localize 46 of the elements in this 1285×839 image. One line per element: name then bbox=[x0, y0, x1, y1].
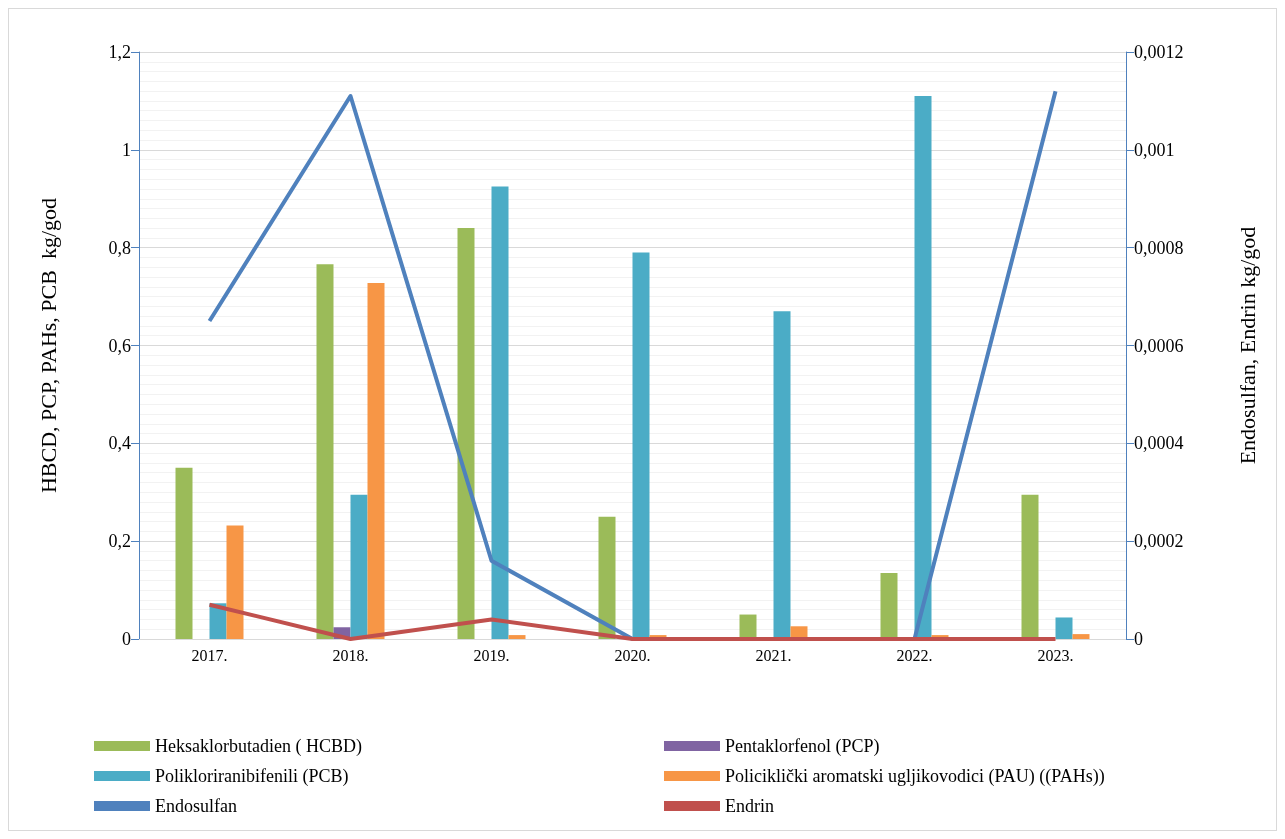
legend-label: Endrin bbox=[725, 796, 774, 816]
bar bbox=[508, 635, 526, 639]
y-tick-label: 0,8 bbox=[108, 237, 131, 258]
y2-tick-label: 0,001 bbox=[1134, 139, 1175, 160]
y-axis-title: HBCD, PCP, PAHs, PCB kg/god bbox=[35, 197, 61, 494]
bar bbox=[367, 282, 385, 639]
y-tick-label: 1 bbox=[122, 139, 131, 160]
bar bbox=[457, 228, 475, 639]
legend-label: Policiklički aromatski ugljikovodici (PAU) ((PAHs)) bbox=[725, 766, 1105, 787]
bar bbox=[598, 516, 616, 639]
y2-tick-label: 0,0002 bbox=[1134, 531, 1184, 552]
bar bbox=[316, 264, 334, 639]
bar bbox=[914, 96, 932, 639]
bar bbox=[880, 572, 898, 639]
y-tick-label: 0,6 bbox=[108, 335, 131, 356]
bar bbox=[1021, 494, 1039, 639]
x-tick-label: 2018. bbox=[332, 646, 369, 664]
bar bbox=[1072, 634, 1090, 639]
y2-tick-label: 0,0004 bbox=[1134, 433, 1184, 454]
x-tick-label: 2019. bbox=[473, 646, 510, 664]
legend-label: Heksaklorbutadien ( HCBD) bbox=[155, 736, 362, 757]
bar bbox=[350, 494, 368, 639]
y2-axis-title: Endosulfan, Endrin kg/god bbox=[1234, 226, 1260, 465]
bar bbox=[1055, 617, 1073, 639]
bar bbox=[491, 186, 509, 639]
bar bbox=[773, 311, 791, 639]
legend-label: Pentaklorfenol (PCP) bbox=[725, 736, 880, 757]
y2-tick-label: 0,0006 bbox=[1134, 335, 1184, 356]
bar bbox=[226, 525, 244, 639]
bar bbox=[175, 467, 193, 639]
x-tick-label: 2020. bbox=[614, 646, 651, 664]
y-tick-label: 0,4 bbox=[108, 433, 131, 454]
x-tick-label: 2021. bbox=[755, 646, 792, 664]
y-tick-label: 1,2 bbox=[108, 42, 131, 62]
x-tick-label: 2022. bbox=[896, 646, 933, 664]
x-tick-label: 2017. bbox=[191, 646, 228, 664]
bar bbox=[739, 614, 757, 639]
y-tick-label: 0 bbox=[122, 629, 131, 649]
y2-tick-label: 0,0012 bbox=[1134, 42, 1184, 62]
y2-tick-label: 0,0008 bbox=[1134, 237, 1184, 258]
x-tick-label: 2023. bbox=[1037, 646, 1074, 664]
legend-label: Endosulfan bbox=[155, 796, 237, 816]
y-tick-label: 0,2 bbox=[108, 531, 131, 552]
y2-tick-label: 0 bbox=[1134, 629, 1143, 649]
legend-label: Polikloriranibifenili (PCB) bbox=[155, 766, 349, 787]
bar bbox=[632, 252, 650, 639]
